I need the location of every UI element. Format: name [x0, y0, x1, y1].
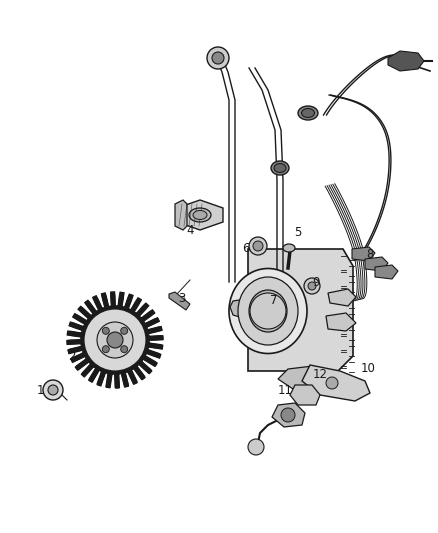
Circle shape [102, 327, 110, 334]
Ellipse shape [238, 277, 298, 345]
Circle shape [107, 332, 123, 348]
Polygon shape [375, 265, 398, 279]
Text: 8: 8 [366, 248, 374, 262]
Circle shape [43, 380, 63, 400]
Circle shape [308, 282, 316, 290]
Polygon shape [365, 257, 388, 271]
Polygon shape [352, 247, 375, 261]
Text: 5: 5 [294, 225, 302, 238]
Circle shape [97, 322, 133, 358]
Ellipse shape [274, 164, 286, 173]
Polygon shape [67, 292, 163, 388]
Circle shape [249, 237, 267, 255]
Polygon shape [290, 385, 320, 405]
Circle shape [207, 47, 229, 69]
Polygon shape [230, 299, 246, 319]
Circle shape [121, 327, 128, 334]
Polygon shape [278, 366, 328, 389]
Ellipse shape [301, 109, 314, 117]
Polygon shape [328, 289, 356, 306]
Polygon shape [272, 403, 305, 427]
Text: 12: 12 [312, 368, 328, 382]
Circle shape [253, 241, 263, 251]
Ellipse shape [189, 208, 211, 222]
Ellipse shape [283, 244, 295, 252]
Circle shape [121, 346, 128, 353]
Circle shape [48, 385, 58, 395]
Ellipse shape [249, 290, 287, 332]
Circle shape [212, 52, 224, 64]
Circle shape [102, 346, 110, 353]
Text: 2: 2 [68, 350, 76, 362]
Circle shape [281, 408, 295, 422]
Polygon shape [177, 200, 223, 230]
Ellipse shape [271, 161, 289, 175]
Ellipse shape [229, 269, 307, 353]
Ellipse shape [298, 106, 318, 120]
Text: 10: 10 [360, 361, 375, 375]
Polygon shape [302, 365, 370, 401]
Circle shape [304, 278, 320, 294]
Text: 7: 7 [270, 294, 278, 306]
Circle shape [250, 293, 286, 329]
Text: 11: 11 [278, 384, 293, 397]
Text: 9: 9 [312, 276, 320, 288]
Text: 3: 3 [178, 292, 186, 304]
Polygon shape [326, 313, 356, 331]
Text: 6: 6 [242, 241, 250, 254]
Circle shape [84, 309, 146, 371]
Polygon shape [248, 249, 353, 371]
Circle shape [326, 377, 338, 389]
Ellipse shape [193, 211, 207, 220]
Polygon shape [175, 200, 187, 230]
Circle shape [248, 439, 264, 455]
Polygon shape [169, 292, 190, 310]
Text: 4: 4 [186, 223, 194, 237]
Polygon shape [388, 51, 424, 71]
Text: 1: 1 [36, 384, 44, 397]
